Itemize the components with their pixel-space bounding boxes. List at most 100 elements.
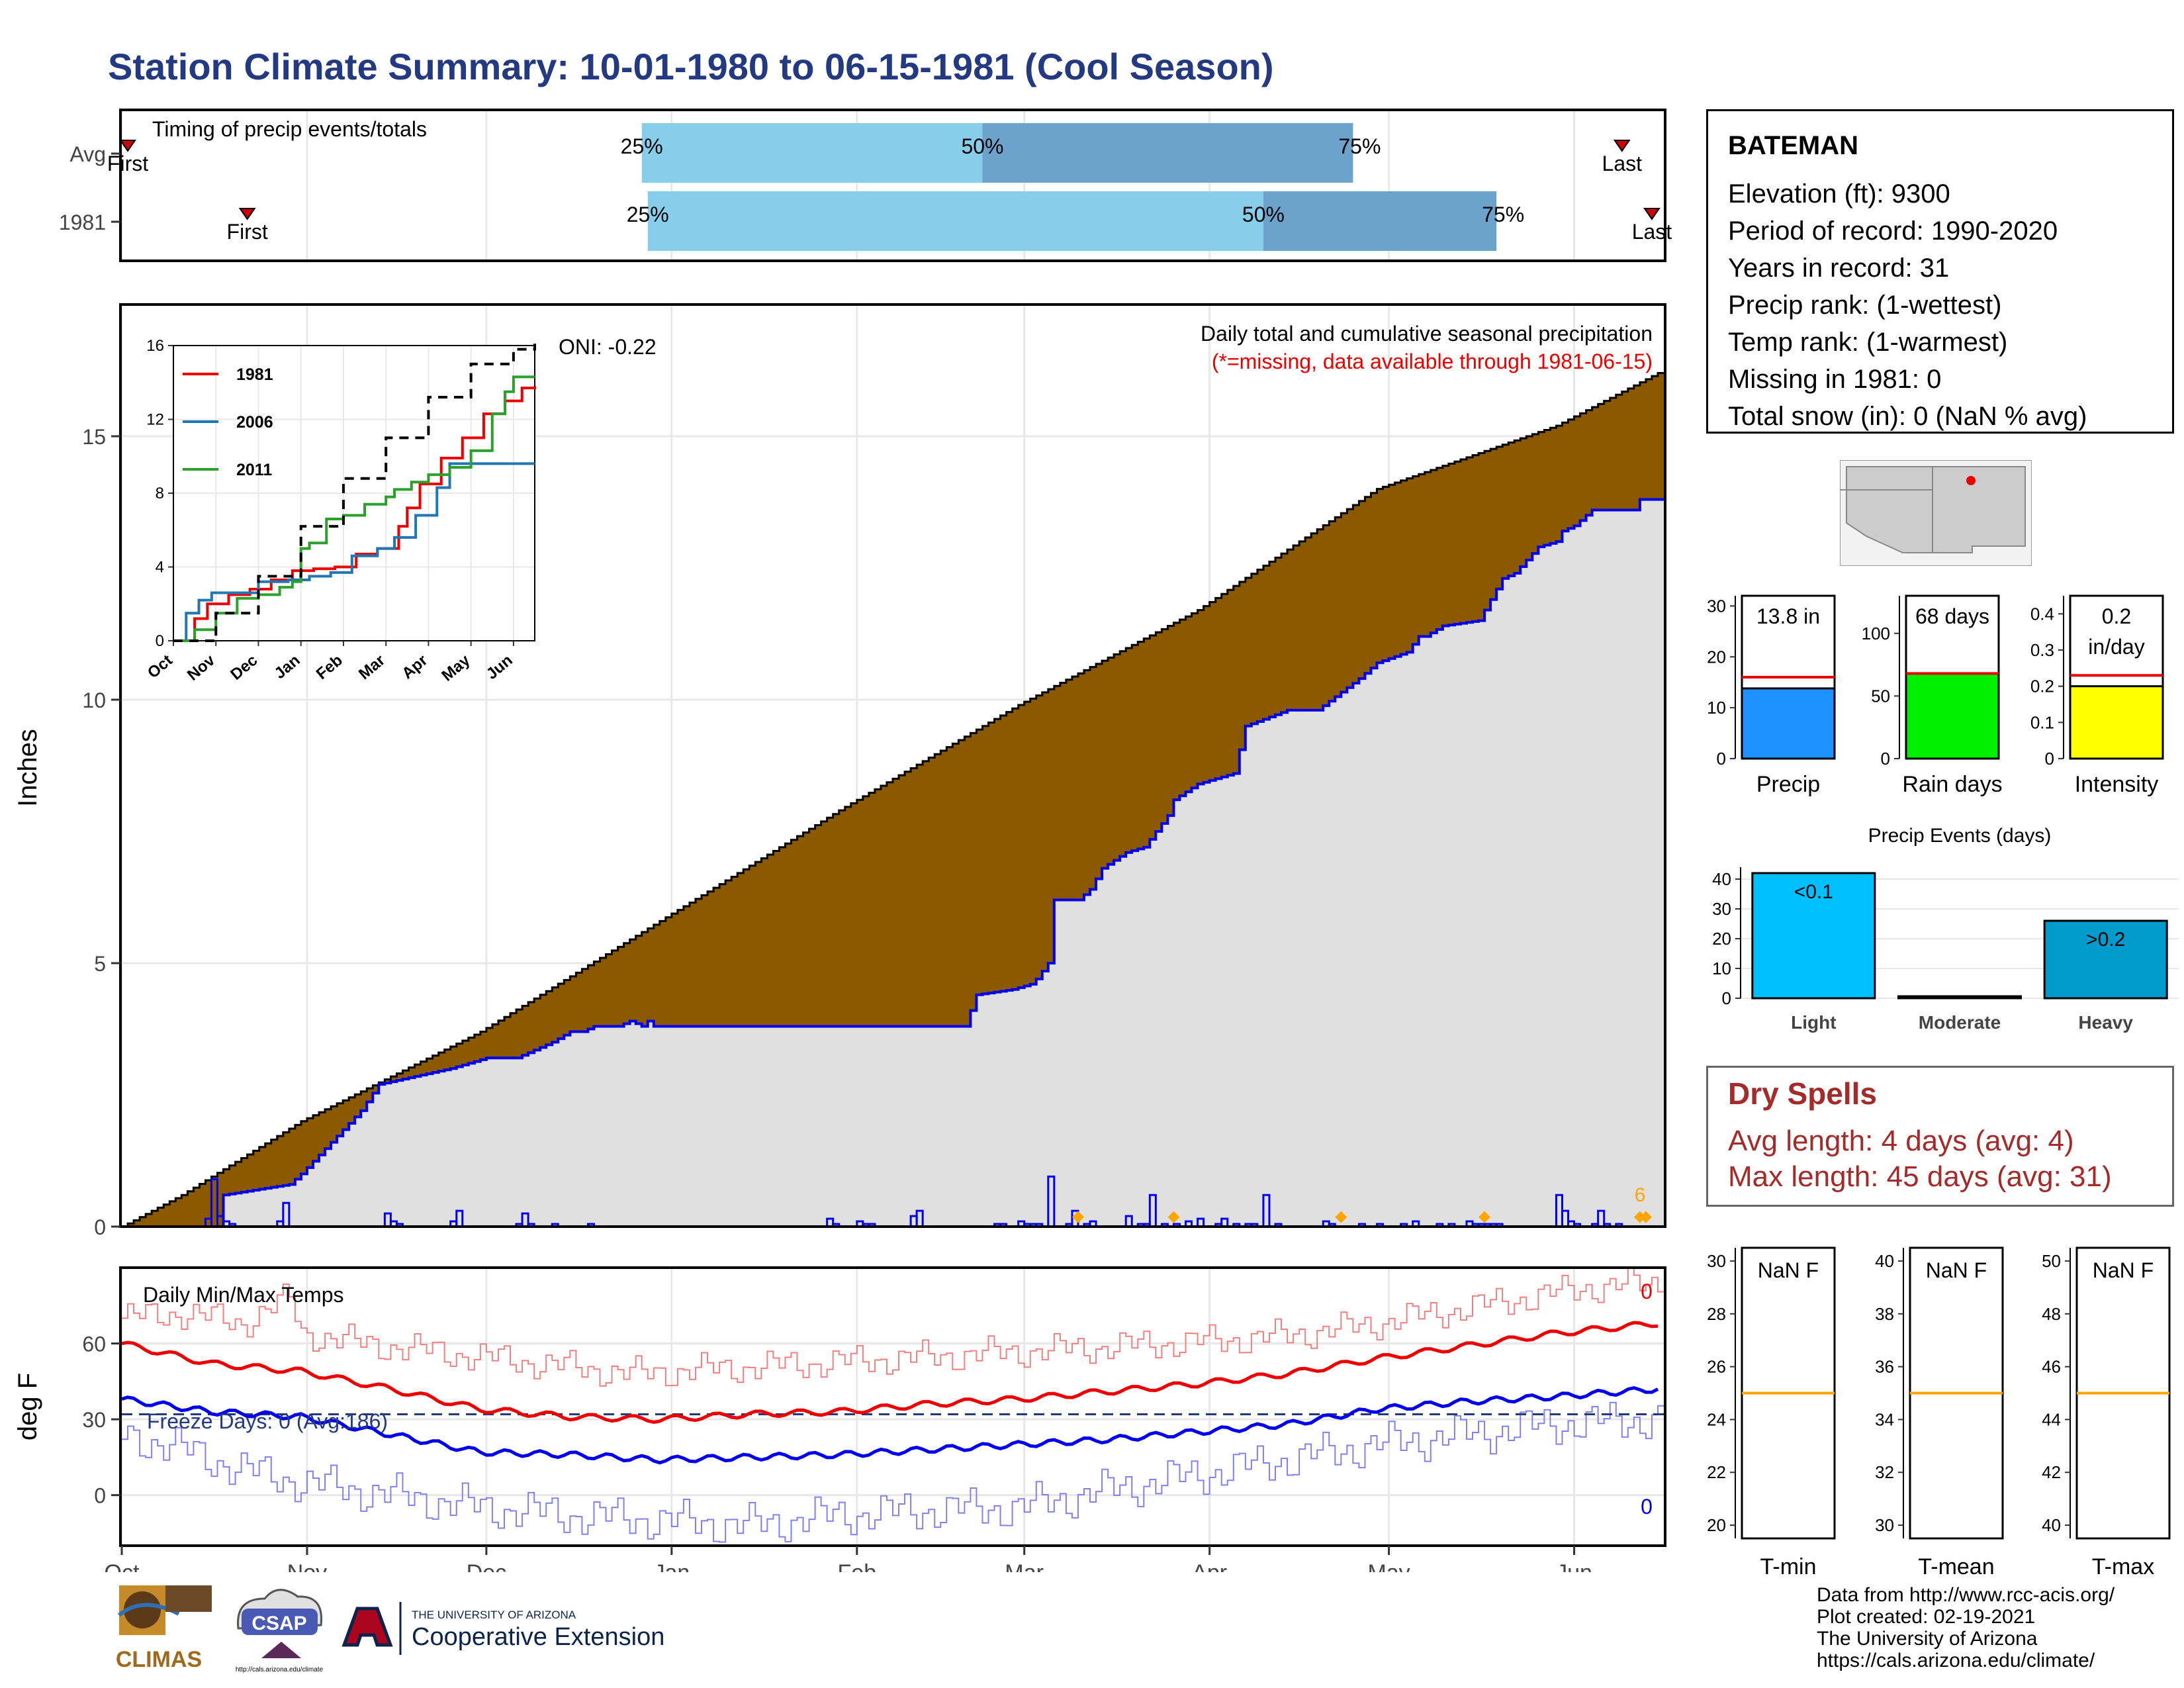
deficit-band xyxy=(809,829,816,1027)
inset-series-avg xyxy=(173,344,536,642)
deficit-band xyxy=(1365,496,1371,674)
deficit-band xyxy=(1479,453,1485,621)
deficit-band xyxy=(277,1136,284,1187)
deficit-band xyxy=(1048,689,1055,963)
inset-x-tick: Feb xyxy=(313,651,346,683)
deficit-band xyxy=(134,1220,140,1227)
station-location-marker xyxy=(1966,476,1976,485)
events-bar-label: <0.1 xyxy=(1794,881,1833,903)
deficit-band xyxy=(367,1088,373,1102)
deficit-band xyxy=(1203,606,1210,782)
deficit-band xyxy=(1424,472,1432,637)
deficit-band xyxy=(468,1037,475,1064)
deficit-band xyxy=(683,906,690,1027)
inset-x-tick: May xyxy=(438,651,474,684)
deficit-band xyxy=(946,747,953,1027)
deficit-band xyxy=(325,1109,332,1149)
deficit-band xyxy=(1197,610,1205,784)
deficit-band xyxy=(1544,430,1551,545)
deficit-band xyxy=(1293,545,1300,710)
deficit-band xyxy=(158,1207,164,1227)
deficit-band xyxy=(1538,432,1545,547)
deficit-band xyxy=(1138,641,1144,849)
event-markers xyxy=(1071,1211,1652,1223)
credit-line: https://cals.arizona.edu/climate/ xyxy=(1817,1650,2095,1671)
deficit-band xyxy=(1114,654,1120,861)
events-bar-moderate xyxy=(1897,995,2022,1000)
deficit-band xyxy=(617,947,625,1027)
q25-label: 25% xyxy=(627,203,669,226)
y-tick-label: 5 xyxy=(94,952,106,976)
deficit-band xyxy=(1227,590,1234,776)
first-marker xyxy=(119,140,136,152)
deficit-band xyxy=(1383,487,1390,661)
deficit-band xyxy=(827,818,834,1027)
deficit-band xyxy=(988,722,995,994)
credit-line: Data from http://www.rcc-acis.org/ xyxy=(1817,1584,2115,1606)
deficit-band xyxy=(564,980,570,1035)
y-tick-label: 42 xyxy=(2042,1462,2061,1482)
deficit-band xyxy=(1251,573,1258,724)
deficit-band xyxy=(163,1204,170,1227)
y-tick-label: 30 xyxy=(1707,596,1726,616)
timing-bar-q1 xyxy=(647,191,1263,251)
deficit-band xyxy=(755,862,762,1027)
precip-chart: 0 5 10 15 Daily total and cumulative season… xyxy=(13,303,1666,1239)
inset-y-tick: 16 xyxy=(146,337,164,355)
page-title: Station Climate Summary: 10-01-1980 to 0… xyxy=(108,46,1274,87)
daily-tmin-line xyxy=(122,1401,1664,1543)
deficit-band xyxy=(1108,657,1115,865)
deficit-band xyxy=(1473,455,1479,622)
month-label: Jun xyxy=(1556,1560,1592,1572)
temp-frame xyxy=(119,1266,1666,1547)
deficit-band xyxy=(1436,467,1443,630)
y-tick-label: 38 xyxy=(1875,1304,1894,1324)
deficit-band xyxy=(958,740,965,1027)
deficit-band xyxy=(821,821,828,1027)
summary-bar-rain-days xyxy=(1905,672,2000,760)
deficit-band xyxy=(1508,442,1515,576)
deficit-band xyxy=(1556,426,1563,542)
deficit-band xyxy=(1167,626,1174,816)
deficit-band xyxy=(1161,629,1168,824)
deficit-band xyxy=(128,1223,134,1227)
deficit-band xyxy=(833,814,840,1027)
deficit-band xyxy=(1592,406,1599,510)
deficit-band xyxy=(1651,376,1659,500)
month-label: Dec xyxy=(467,1560,506,1572)
deficit-band xyxy=(1018,704,1025,988)
deficit-band xyxy=(1568,419,1575,529)
deficit-band xyxy=(355,1094,361,1117)
deficit-band xyxy=(923,761,929,1027)
month-label: Mar xyxy=(1005,1560,1044,1572)
deficit-band xyxy=(929,757,935,1027)
credit-line: Plot created: 02-19-2021 xyxy=(1817,1606,2036,1628)
climas-logo: CLIMAS xyxy=(116,1585,212,1672)
inset-x-tick: Jan xyxy=(271,651,304,682)
deficit-band xyxy=(337,1103,343,1137)
observed-cumulative-line xyxy=(122,498,1664,1228)
avg-tmax-line xyxy=(121,1321,1659,1424)
csap-logo: CSAP http://cals.arizona.edu/climate xyxy=(236,1589,324,1673)
deficit-band xyxy=(868,792,876,1027)
last-label: Last xyxy=(1602,152,1643,175)
station-line: Period of record: 1990-2020 xyxy=(1728,216,2058,246)
climas-text: CLIMAS xyxy=(116,1647,202,1672)
dry-spells-box: Dry Spells Avg length: 4 days (avg: 4) M… xyxy=(1706,1066,2174,1207)
deficit-band xyxy=(785,843,792,1027)
deficit-band xyxy=(492,1024,499,1058)
deficit-band xyxy=(911,768,917,1027)
deficit-band xyxy=(606,954,613,1027)
y-tick-label: 0.2 xyxy=(2030,677,2054,696)
deficit-band xyxy=(1071,676,1079,900)
average-cumulative-line xyxy=(122,371,1664,1228)
deficit-band xyxy=(1156,632,1162,831)
deficit-band xyxy=(498,1020,505,1058)
inset-y-tick: 12 xyxy=(146,411,164,429)
timing-rows: Avg 25% 50% 75% First Last 1981 25% 50% 75% First L… xyxy=(59,123,1672,251)
temp-title: Daily Min/Max Temps xyxy=(143,1283,343,1307)
dry-spells-avg: Avg length: 4 days (avg: 4) xyxy=(1728,1125,2074,1157)
deficit-band xyxy=(725,880,732,1027)
deficit-band xyxy=(540,994,547,1048)
temp-lines xyxy=(121,1267,1664,1543)
